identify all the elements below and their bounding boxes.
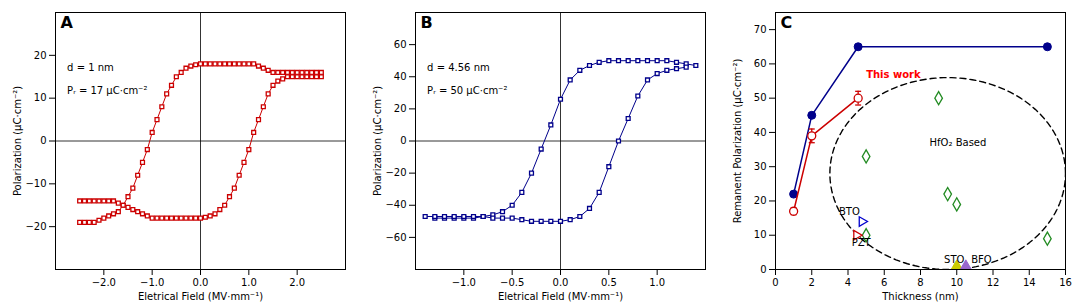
svg-text:0: 0 <box>772 277 778 288</box>
svg-text:PZT: PZT <box>852 237 872 248</box>
svg-text:0: 0 <box>40 135 46 146</box>
svg-text:30: 30 <box>754 161 767 172</box>
svg-text:6: 6 <box>881 277 887 288</box>
svg-text:Eletrical Field (MV·mm⁻¹): Eletrical Field (MV·mm⁻¹) <box>498 291 623 302</box>
svg-text:Polarization (μC·cm⁻²): Polarization (μC·cm⁻²) <box>12 86 23 196</box>
svg-text:70: 70 <box>754 24 767 35</box>
svg-text:16: 16 <box>1059 277 1072 288</box>
svg-text:2.0: 2.0 <box>289 277 305 288</box>
svg-text:Thickness (nm): Thickness (nm) <box>881 291 959 302</box>
svg-text:A: A <box>61 13 74 32</box>
svg-text:8: 8 <box>917 277 923 288</box>
svg-text:0: 0 <box>760 264 766 275</box>
svg-text:0.0: 0.0 <box>193 277 209 288</box>
svg-text:B: B <box>421 13 433 32</box>
svg-text:This work: This work <box>866 69 921 80</box>
svg-text:1.0: 1.0 <box>241 277 257 288</box>
svg-text:20: 20 <box>394 103 407 114</box>
svg-text:0.5: 0.5 <box>601 277 617 288</box>
svg-text:50: 50 <box>754 92 767 103</box>
svg-text:60: 60 <box>394 39 407 50</box>
svg-text:Pᵣ = 17 μC·cm⁻²: Pᵣ = 17 μC·cm⁻² <box>67 85 147 96</box>
svg-text:−2.0: −2.0 <box>92 277 116 288</box>
svg-text:C: C <box>781 13 793 32</box>
svg-text:20: 20 <box>754 195 767 206</box>
svg-text:−0.5: −0.5 <box>500 277 524 288</box>
svg-text:40: 40 <box>394 71 407 82</box>
svg-text:HfO₂ Based: HfO₂ Based <box>930 137 987 148</box>
svg-text:−40: −40 <box>385 199 406 210</box>
svg-text:Pᵣ = 50 μC·cm⁻²: Pᵣ = 50 μC·cm⁻² <box>427 85 507 96</box>
svg-text:14: 14 <box>1023 277 1036 288</box>
svg-text:−20: −20 <box>25 221 46 232</box>
svg-text:12: 12 <box>987 277 1000 288</box>
svg-text:40: 40 <box>754 127 767 138</box>
svg-text:d = 4.56 nm: d = 4.56 nm <box>427 62 490 73</box>
svg-text:4: 4 <box>845 277 851 288</box>
svg-text:STO: STO <box>944 254 964 265</box>
svg-text:−10: −10 <box>25 178 46 189</box>
svg-text:−1.0: −1.0 <box>140 277 164 288</box>
svg-text:Polarization (μC·cm⁻²): Polarization (μC·cm⁻²) <box>372 86 383 196</box>
svg-text:−1.0: −1.0 <box>452 277 476 288</box>
svg-text:2: 2 <box>809 277 815 288</box>
svg-text:BTO: BTO <box>839 206 860 217</box>
svg-text:BFO: BFO <box>971 254 992 265</box>
svg-text:Eletrical Field (MV·mm⁻¹): Eletrical Field (MV·mm⁻¹) <box>138 291 263 302</box>
svg-text:Remanent Polarization (μC·cm⁻²: Remanent Polarization (μC·cm⁻²) <box>732 59 743 224</box>
svg-text:0.0: 0.0 <box>553 277 569 288</box>
svg-text:10: 10 <box>34 92 47 103</box>
svg-text:−20: −20 <box>385 167 406 178</box>
svg-text:0: 0 <box>400 135 406 146</box>
svg-text:d = 1 nm: d = 1 nm <box>67 62 114 73</box>
svg-text:20: 20 <box>34 50 47 61</box>
svg-text:−60: −60 <box>385 232 406 243</box>
svg-text:10: 10 <box>950 277 963 288</box>
svg-text:1.0: 1.0 <box>649 277 665 288</box>
svg-text:60: 60 <box>754 58 767 69</box>
svg-text:10: 10 <box>754 229 767 240</box>
